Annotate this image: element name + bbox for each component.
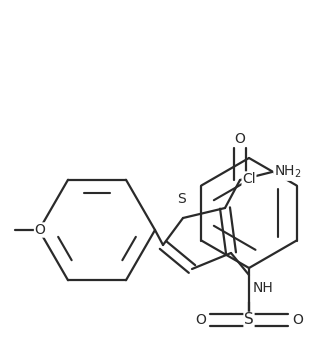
Text: O: O xyxy=(292,313,303,327)
Text: S: S xyxy=(177,192,185,206)
Text: O: O xyxy=(235,132,246,146)
Text: O: O xyxy=(195,313,206,327)
Text: S: S xyxy=(244,312,254,327)
Text: NH$_2$: NH$_2$ xyxy=(274,164,302,180)
Text: NH: NH xyxy=(253,282,274,295)
Text: Cl: Cl xyxy=(242,172,256,186)
Text: O: O xyxy=(35,223,45,237)
